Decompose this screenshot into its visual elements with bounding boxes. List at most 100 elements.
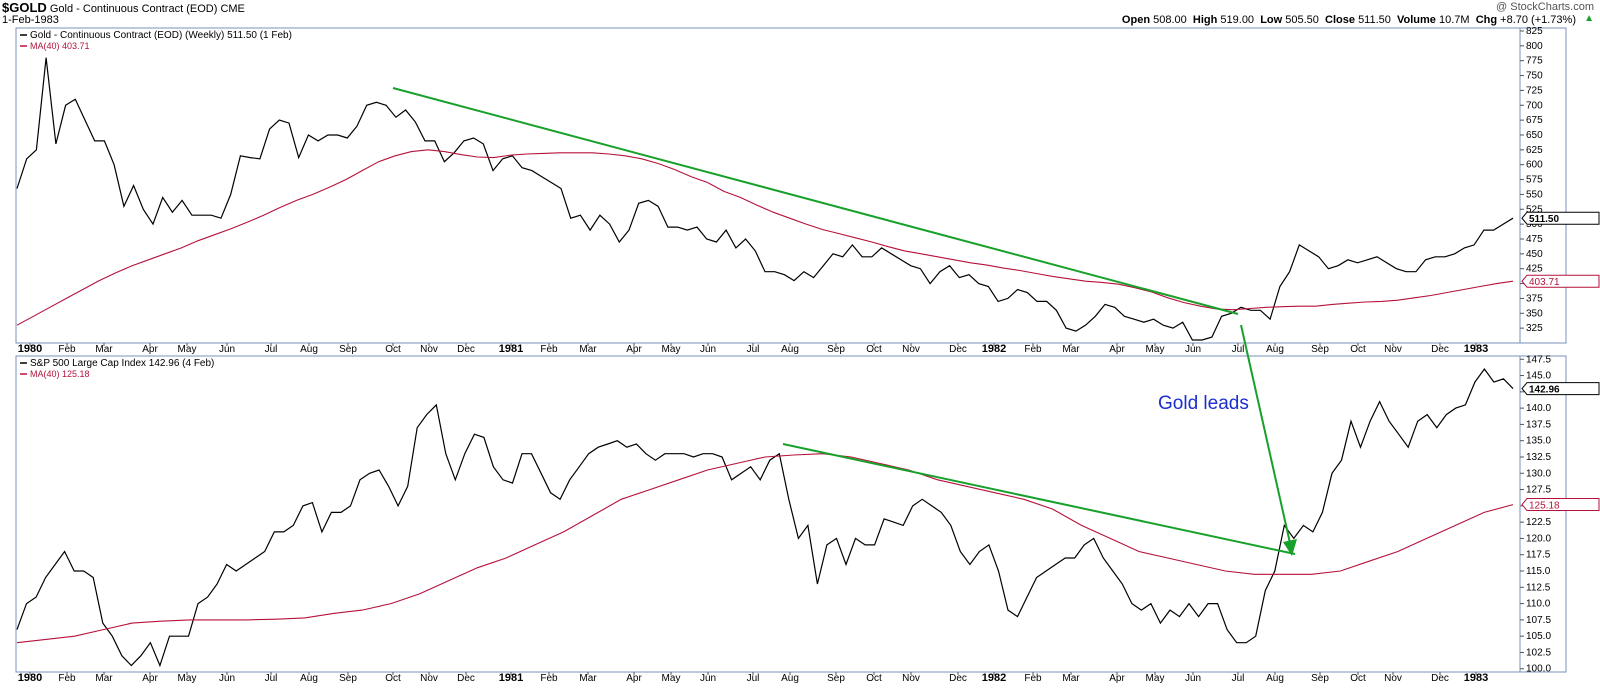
y-tick-label: 525 — [1526, 204, 1543, 215]
y-tick-label: 102.5 — [1526, 647, 1551, 658]
x-tick-label: Aug — [781, 344, 799, 355]
x-tick-label: Aug — [300, 344, 318, 355]
y-tick-label: 130.0 — [1526, 468, 1551, 479]
x-tick-label: Aug — [1266, 673, 1284, 684]
legend-title: Gold - Continuous Contract (EOD) (Weekly… — [30, 30, 292, 41]
y-tick-label: 110.0 — [1526, 599, 1551, 610]
y-tick-label: 107.5 — [1526, 615, 1551, 626]
last-ma-tag: 125.18 — [1521, 498, 1600, 512]
x-tick-label: Apr — [1109, 344, 1125, 355]
x-tick-label: Apr — [626, 344, 642, 355]
x-tick-label: Apr — [142, 344, 158, 355]
y-tick-label: 140.0 — [1526, 403, 1551, 414]
ma40-line — [16, 453, 1514, 644]
last-price-tag-box — [1521, 382, 1600, 396]
x-tick-label: Aug — [1266, 344, 1284, 355]
x-tick-label: Jun — [219, 344, 235, 355]
gold-leads-arrowhead — [1283, 539, 1297, 556]
trendline-annotations — [392, 87, 1297, 556]
y-tick-label: 700 — [1526, 100, 1543, 111]
x-tick-label: 1981 — [499, 672, 523, 684]
x-tick-label: May — [1146, 344, 1165, 355]
sp500-downtrend-line — [782, 443, 1296, 555]
x-tick-label: Jul — [265, 673, 278, 684]
chg-label: Chg — [1475, 14, 1498, 26]
y-tick-label: 725 — [1526, 85, 1543, 96]
gold-downtrend-line — [392, 87, 1239, 315]
y-tick-label: 122.5 — [1526, 517, 1551, 528]
y-tick-label: 137.5 — [1526, 419, 1551, 430]
last-price-tag: 511.50 — [1521, 211, 1600, 225]
x-tick-label: 1983 — [1464, 343, 1488, 355]
x-tick-label: Jun — [700, 344, 716, 355]
x-tick-label: Oct — [1350, 673, 1366, 684]
x-tick-label: Nov — [1384, 673, 1402, 684]
volume-value: 10.7M — [1439, 14, 1470, 26]
legend-title: S&P 500 Large Cap Index 142.96 (4 Feb) — [30, 358, 214, 369]
annotation-gold-leads: Gold leads — [1158, 393, 1249, 414]
instrument-name: Gold - Continuous Contract (EOD) — [49, 3, 218, 15]
panel-gold: 3253503754004254504755005255505756006256… — [15, 26, 1600, 355]
high-value: 519.00 — [1220, 14, 1255, 26]
up-arrow-icon: ▲ — [1584, 13, 1594, 24]
watermark: @ StockCharts.com — [1496, 1, 1594, 13]
x-tick-label: Sep — [1311, 344, 1329, 355]
close-value: 511.50 — [1358, 14, 1391, 26]
last-price-tag-box — [1521, 211, 1600, 225]
last-ma-tag-box — [1521, 274, 1600, 288]
y-tick-label: 132.5 — [1526, 452, 1551, 463]
y-tick-label: 117.5 — [1526, 550, 1551, 561]
x-tick-label: 1980 — [18, 672, 42, 684]
x-tick-label: Feb — [540, 344, 558, 355]
x-tick-label: Oct — [1350, 344, 1366, 355]
x-tick-label: Feb — [1024, 344, 1042, 355]
last-ma-tag-text: 403.71 — [1529, 277, 1560, 288]
x-tick-label: Dec — [1431, 673, 1449, 684]
legend-ma: MA(40) 403.71 — [30, 41, 90, 51]
y-tick-label: 375 — [1526, 293, 1543, 304]
x-tick-label: Jul — [1232, 344, 1245, 355]
x-tick-label: Oct — [866, 344, 882, 355]
y-tick-label: 105.0 — [1526, 631, 1551, 642]
x-tick-label: Oct — [385, 673, 401, 684]
x-tick-label: Nov — [420, 673, 438, 684]
y-tick-label: 475 — [1526, 234, 1543, 245]
x-tick-label: May — [178, 344, 197, 355]
x-tick-label: Apr — [1109, 673, 1125, 684]
x-tick-label: Jun — [1185, 344, 1201, 355]
x-tick-label: Nov — [1384, 344, 1402, 355]
x-tick-label: Mar — [95, 673, 113, 684]
x-tick-label: May — [178, 673, 197, 684]
x-tick-label: May — [662, 344, 681, 355]
x-tick-label: Jul — [265, 344, 278, 355]
y-tick-label: 775 — [1526, 56, 1543, 67]
volume-label: Volume — [1397, 14, 1436, 26]
y-tick-label: 425 — [1526, 264, 1543, 275]
x-tick-label: Nov — [902, 673, 920, 684]
close-label: Close — [1325, 14, 1355, 26]
x-tick-label: May — [662, 673, 681, 684]
x-tick-label: 1981 — [499, 343, 523, 355]
header-symbol-line: $GOLD Gold - Continuous Contract (EOD) C… — [2, 0, 245, 15]
y-tick-label: 825 — [1526, 26, 1543, 37]
open-value: 508.00 — [1153, 14, 1187, 26]
x-tick-label: Oct — [385, 344, 401, 355]
last-price-tag: 142.96 — [1521, 382, 1600, 396]
y-tick-label: 127.5 — [1526, 485, 1551, 496]
y-tick-label: 600 — [1526, 160, 1543, 171]
x-tick-label: Nov — [420, 344, 438, 355]
legend-ma: MA(40) 125.18 — [30, 369, 90, 379]
x-tick-label: Apr — [626, 673, 642, 684]
x-tick-label: Feb — [540, 673, 558, 684]
x-tick-label: Nov — [902, 344, 920, 355]
y-tick-label: 750 — [1526, 71, 1543, 82]
last-ma-tag: 403.71 — [1521, 274, 1600, 288]
y-tick-label: 135.0 — [1526, 436, 1551, 447]
x-tick-label: Aug — [300, 673, 318, 684]
x-tick-label: Mar — [1062, 344, 1080, 355]
x-tick-label: Aug — [781, 673, 799, 684]
x-tick-label: Sep — [1311, 673, 1329, 684]
x-tick-label: Mar — [95, 344, 113, 355]
x-tick-label: Dec — [949, 344, 967, 355]
